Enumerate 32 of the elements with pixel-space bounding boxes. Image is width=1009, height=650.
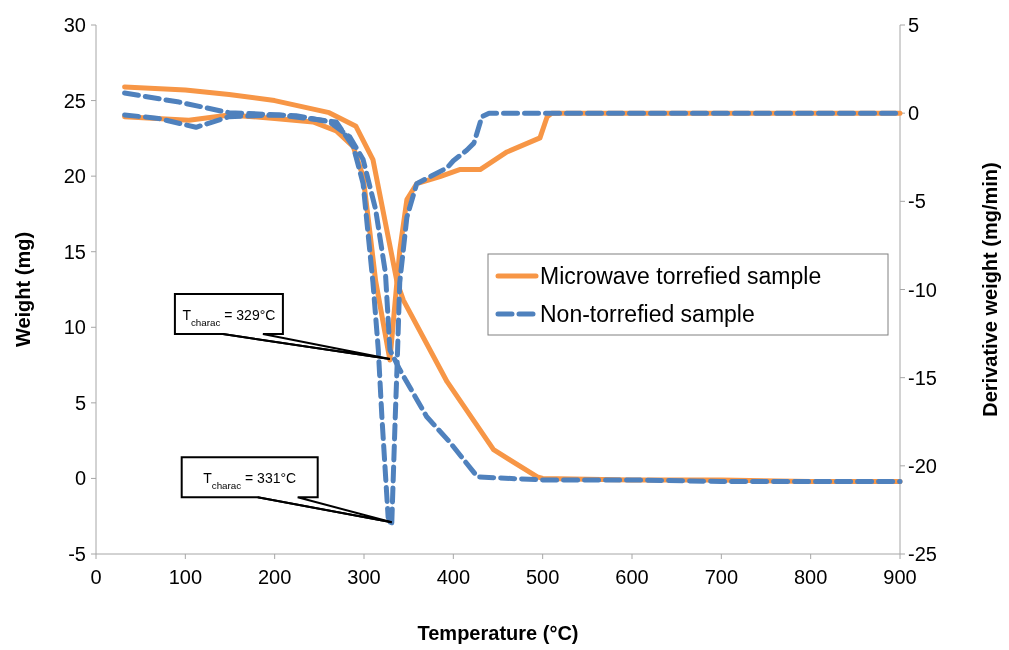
legend-label: Microwave torrefied sample	[540, 263, 822, 289]
y-tick-label: 30	[63, 14, 86, 36]
x-tick-label: 800	[793, 566, 828, 588]
y-tick-label: 5	[74, 391, 86, 414]
y-tick-label: 20	[63, 165, 86, 188]
y2-tick-label: 5	[908, 14, 920, 36]
x-tick-label: 200	[257, 566, 292, 588]
y2-tick-label: -10	[908, 278, 937, 301]
y2-tick-label: -15	[908, 366, 937, 389]
x-tick-label: 300	[347, 566, 381, 588]
y-axis-title: Weight (mg)	[12, 231, 34, 348]
x-axis-title: Temperature (°C)	[417, 622, 579, 644]
y2-axis-title: Derivative weight (mg/min)	[979, 162, 1001, 417]
y-tick-label: -5	[68, 543, 86, 565]
y2-tick-label: -5	[908, 190, 926, 213]
y2-tick-label: -20	[908, 454, 937, 477]
x-tick-label: 100	[168, 566, 203, 588]
legend-label: Non-torrefied sample	[540, 301, 755, 327]
y2-tick-label: 0	[908, 102, 920, 125]
x-tick-label: 500	[525, 566, 560, 588]
y-tick-label: 15	[63, 240, 86, 263]
annotation: T$_{charac}$ = 329°C	[182, 307, 276, 328]
y-tick-label: 25	[63, 89, 86, 112]
x-tick-label: 900	[883, 566, 917, 588]
y-tick-label: 0	[74, 467, 86, 490]
x-tick-label: 700	[704, 566, 739, 588]
x-tick-label: 400	[436, 566, 471, 588]
annotation: T$_{charac}$ = 331°C	[203, 470, 297, 491]
x-tick-label: 600	[615, 566, 649, 588]
y2-tick-label: -25	[908, 543, 937, 565]
x-tick-label: 0	[90, 566, 102, 588]
y-tick-label: 10	[63, 316, 86, 339]
